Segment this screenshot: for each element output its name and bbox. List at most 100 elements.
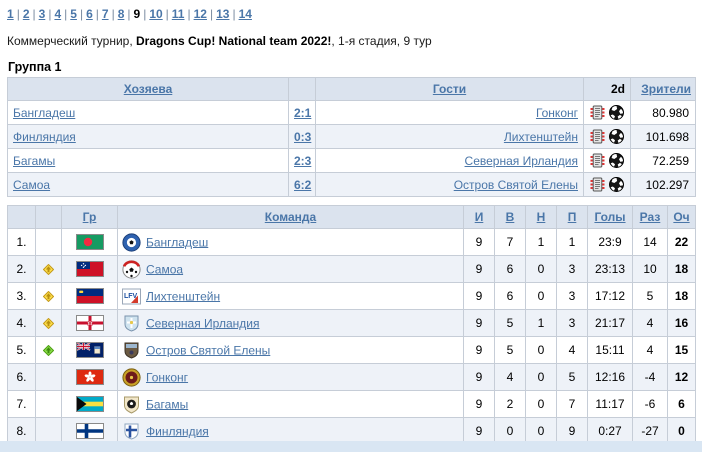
match-score-link[interactable]: 6:2 [294,177,312,192]
points-value: 15 [667,336,696,364]
results-header-row: Хозяева Гости 2d Зрители [7,77,696,101]
match-report-icon[interactable] [590,129,605,144]
standings-row: 7. Багамы 9 2 0 7 11:17 -6 6 [7,390,696,418]
match-report-icon[interactable] [590,153,605,168]
column-header-won: В [494,205,526,229]
pagination-separator: | [187,7,191,21]
position-value: 4. [7,309,36,337]
match-score-link[interactable]: 0:3 [294,129,312,144]
pagination-current-page: 9 [133,7,141,21]
pagination-page-link[interactable]: 11 [171,7,185,21]
soccer-ball-2d-icon[interactable] [609,105,624,121]
team-logo-icon [122,259,141,279]
country-flag-icon [75,261,104,277]
host-team-link[interactable]: Багамы [13,153,56,168]
played-value: 9 [463,309,495,337]
standings-row: 6. Гонконг 9 4 0 5 12:16 -4 12 [7,363,696,391]
country-flag-icon [75,234,104,250]
match-row: Финляндия 0:3 Лихтенштейн 101.698 [7,124,696,149]
team-link[interactable]: Северная Ирландия [146,316,260,330]
pagination-page-link[interactable]: 5 [70,7,77,21]
team-link[interactable]: Самоа [146,262,184,276]
team-link[interactable]: Багамы [146,397,189,411]
pagination-page-link[interactable]: 2 [22,7,30,21]
country-flag-icon [75,288,104,304]
pagination-separator: | [165,7,169,21]
team-logo-icon [122,341,141,360]
position-value: 7. [7,390,36,418]
pagination-page-link[interactable]: 13 [216,7,230,21]
group-heading: Группа 1 [8,60,62,74]
pagination-page-link[interactable]: 4 [54,7,62,21]
pagination-separator: | [209,7,214,21]
match-row: Самоа 6:2 Остров Святой Елены 102.297 [7,172,696,197]
soccer-ball-2d-icon[interactable] [609,177,624,193]
attendance-value: 102.297 [630,172,696,197]
lost-value: 3 [556,282,588,310]
pagination-separator: | [64,7,68,21]
team-logo-icon [122,422,141,441]
diff-header-link[interactable]: Раз [639,210,661,224]
drawn-value: 0 [525,255,557,283]
pagination-separator: | [79,7,84,21]
results-table: Хозяева Гости 2d Зрители Бангладеш 2:1 Гон… [7,77,696,197]
team-link[interactable]: Лихтенштейн [146,289,221,303]
diff-value: -4 [632,363,668,391]
pagination-page-link[interactable]: 1 [7,7,14,21]
won-header-link[interactable]: В [505,210,515,224]
goals-value: 23:9 [587,228,633,256]
team-link[interactable]: Финляндия [146,424,209,438]
position-value: 1. [7,228,36,256]
team-link[interactable]: Остров Святой Елены [146,343,271,357]
pagination-page-link[interactable]: 6 [86,7,93,21]
lost-header-link[interactable]: П [567,210,577,224]
soccer-ball-2d-icon[interactable] [609,153,624,169]
pagination-separator: | [143,7,147,21]
group-header-link[interactable]: Гр [82,210,97,224]
match-score-link[interactable]: 2:3 [294,153,312,168]
goals-header-link[interactable]: Голы [594,210,626,224]
host-team-link[interactable]: Бангладеш [13,105,76,120]
host-team-link[interactable]: Финляндия [13,129,76,144]
match-row: Бангладеш 2:1 Гонконг 80.980 [7,100,696,125]
drawn-header-link[interactable]: Н [536,210,546,224]
country-flag-icon [75,369,104,385]
played-value: 9 [463,282,495,310]
team-link[interactable]: Бангладеш [146,235,209,249]
pagination-page-link[interactable]: 14 [238,7,252,21]
standings-body: 1. Бангладеш 9 7 1 1 23:9 14 22 2. Самоа 9 6 0 3 23:13 1… [7,228,696,445]
guests-header-link[interactable]: Гости [432,82,467,96]
pagination-page-link[interactable]: 8 [117,7,125,21]
goals-value: 12:16 [587,363,633,391]
pagination-page-link[interactable]: 3 [38,7,46,21]
played-header-link[interactable]: И [474,210,484,224]
match-report-icon[interactable] [590,177,605,192]
soccer-ball-2d-icon[interactable] [609,129,624,145]
guest-team-link[interactable]: Гонконг [535,105,578,120]
pagination-page-link[interactable]: 7 [101,7,109,21]
attendance-value: 80.980 [630,100,696,125]
points-header-link[interactable]: Оч [673,210,690,224]
drawn-value: 0 [525,282,557,310]
hosts-header-link[interactable]: Хозяева [123,82,173,96]
guest-team-link[interactable]: Остров Святой Елены [453,177,578,192]
spectators-header-link[interactable]: Зрители [641,82,691,96]
pagination-page-link[interactable]: 12 [193,7,207,21]
guest-team-link[interactable]: Северная Ирландия [464,153,578,168]
tournament-name: Dragons Cup! National team 2022! [136,34,332,48]
standings-row: 2. Самоа 9 6 0 3 23:13 10 18 [7,255,696,283]
guest-team-link[interactable]: Лихтенштейн [503,129,578,144]
country-flag-icon [75,342,104,358]
pagination-page-link[interactable]: 10 [149,7,163,21]
team-link[interactable]: Гонконг [146,370,189,384]
column-header-points: Оч [667,205,696,229]
country-flag-icon [75,423,104,439]
team-header-link[interactable]: Команда [264,210,317,224]
won-value: 7 [494,228,526,256]
svg-text:LFV: LFV [124,293,138,300]
host-team-link[interactable]: Самоа [13,177,51,192]
pagination-separator: | [127,7,131,21]
match-score-link[interactable]: 2:1 [294,105,312,120]
lost-value: 1 [556,228,588,256]
match-report-icon[interactable] [590,105,605,120]
